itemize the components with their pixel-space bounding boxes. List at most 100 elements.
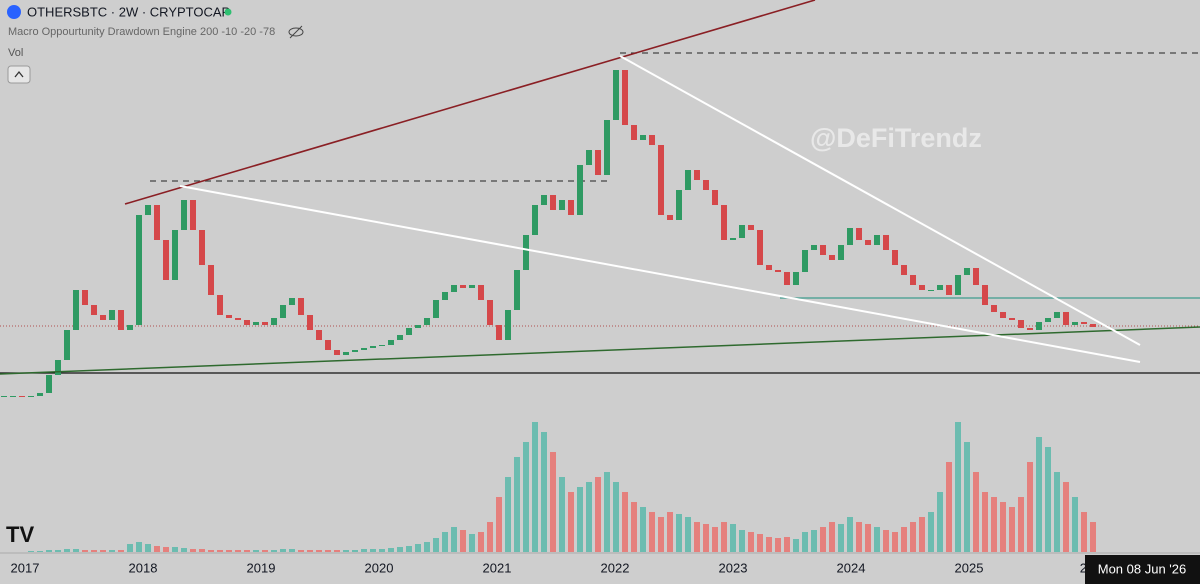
candle	[991, 305, 997, 312]
candle	[955, 275, 961, 295]
candle	[289, 298, 295, 305]
candle	[253, 322, 259, 325]
volume-bar	[622, 492, 628, 552]
hide-icon[interactable]	[288, 25, 304, 39]
candle	[919, 285, 925, 290]
volume-bar	[874, 527, 880, 552]
volume-bar	[370, 549, 376, 552]
volume-bar	[1036, 437, 1042, 552]
volume-bar	[1072, 497, 1078, 552]
candle	[10, 396, 16, 397]
volume-bar	[1090, 522, 1096, 552]
candle	[379, 345, 385, 346]
candle	[1036, 322, 1042, 330]
volume-bar	[784, 537, 790, 552]
volume-pane	[28, 422, 1096, 552]
candle	[613, 70, 619, 120]
candle	[154, 205, 160, 240]
candle	[307, 315, 313, 330]
status-dot	[224, 8, 232, 16]
volume-bar	[748, 532, 754, 552]
volume-bar	[406, 546, 412, 552]
volume-bar	[154, 546, 160, 552]
candle	[415, 325, 421, 328]
volume-bar	[1018, 497, 1024, 552]
candle	[982, 285, 988, 305]
candle	[181, 200, 187, 230]
candle	[127, 325, 133, 330]
volume-bar	[1000, 502, 1006, 552]
volume-bar	[1027, 462, 1033, 552]
volume-bar	[460, 530, 466, 552]
candle	[1018, 320, 1024, 328]
volume-bar	[433, 538, 439, 552]
candle	[433, 300, 439, 318]
candle	[838, 245, 844, 260]
volume-bar	[901, 527, 907, 552]
candle	[478, 285, 484, 300]
candle	[226, 315, 232, 318]
volume-bar	[811, 530, 817, 552]
volume-bar	[523, 442, 529, 552]
candle	[829, 255, 835, 260]
candle	[586, 150, 592, 165]
volume-bar	[109, 550, 115, 552]
volume-bar	[505, 477, 511, 552]
volume-bar	[388, 548, 394, 552]
volume-bar	[424, 542, 430, 552]
volume-bar	[892, 532, 898, 552]
candle	[811, 245, 817, 250]
collapse-button[interactable]	[7, 65, 31, 84]
candle	[865, 240, 871, 245]
candle	[766, 265, 772, 270]
candle	[136, 215, 142, 325]
candle	[514, 270, 520, 310]
x-tick-label: 2020	[365, 560, 394, 575]
volume-bar	[694, 522, 700, 552]
candle	[622, 70, 628, 125]
candle	[334, 350, 340, 355]
candle	[496, 325, 502, 340]
candle	[370, 346, 376, 348]
volume-bar	[550, 452, 556, 552]
x-tick-label: 2025	[955, 560, 984, 575]
volume-bar	[145, 544, 151, 552]
volume-bar	[496, 497, 502, 552]
candle	[901, 265, 907, 275]
volume-bar	[478, 532, 484, 552]
candle	[910, 275, 916, 285]
candle	[802, 250, 808, 272]
symbol-icon	[7, 5, 21, 19]
volume-bar	[46, 550, 52, 552]
candle	[784, 272, 790, 285]
trend-line	[619, 55, 1141, 346]
candle	[46, 375, 52, 393]
volume-bar	[64, 549, 70, 552]
volume-bar	[1045, 447, 1051, 552]
candle	[145, 205, 151, 215]
volume-bar	[82, 550, 88, 552]
volume-bar	[100, 550, 106, 552]
volume-bar	[946, 462, 952, 552]
volume-bar	[271, 550, 277, 552]
volume-bar	[361, 549, 367, 552]
volume-bar	[244, 550, 250, 552]
candle	[856, 228, 862, 240]
candle	[964, 268, 970, 275]
candle	[19, 396, 25, 397]
volume-bar	[352, 550, 358, 552]
candle	[640, 135, 646, 140]
candle	[352, 350, 358, 352]
candle	[217, 295, 223, 315]
candle	[595, 150, 601, 175]
volume-bar	[928, 512, 934, 552]
volume-bar	[829, 522, 835, 552]
candle	[1009, 318, 1015, 320]
volume-bar	[568, 492, 574, 552]
candle	[190, 200, 196, 230]
volume-bar	[613, 482, 619, 552]
candle	[928, 290, 934, 291]
volume-bar	[91, 550, 97, 552]
volume-bar	[775, 538, 781, 552]
volume-bar	[676, 514, 682, 552]
